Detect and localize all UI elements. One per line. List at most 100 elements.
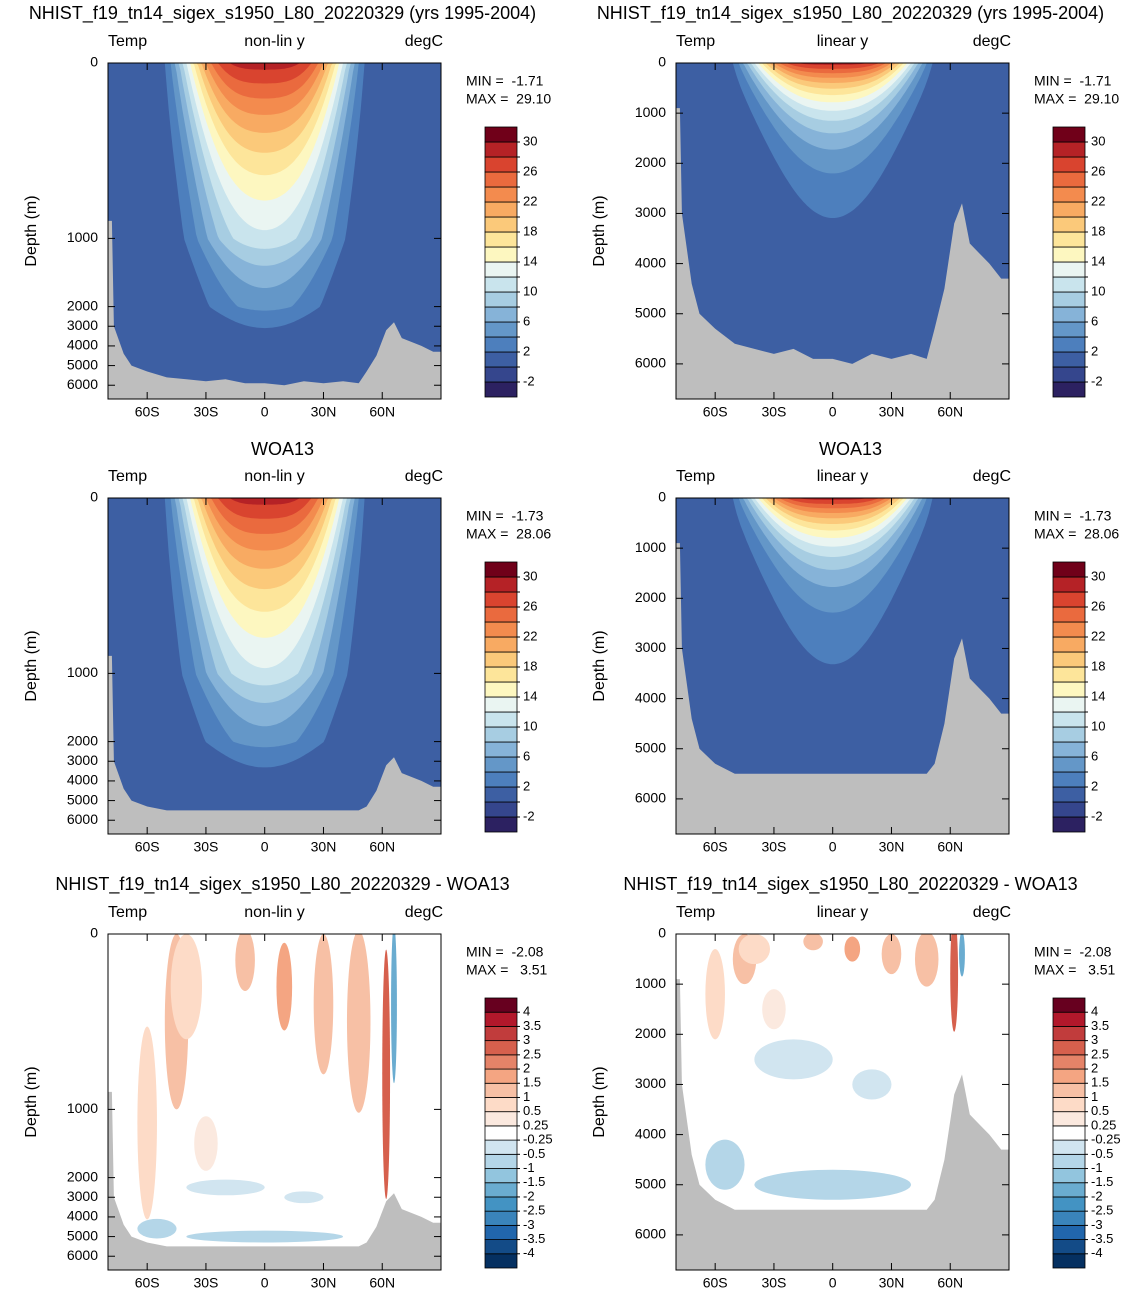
y-tick-label: 4000 [67, 772, 98, 788]
field-band [108, 498, 441, 519]
x-tick-label: 30S [193, 839, 218, 855]
field-band [108, 63, 441, 70]
colorbar-label: -3 [523, 1217, 535, 1232]
y-tick-label: 6000 [635, 1226, 666, 1242]
colorbar-label: 2.5 [1091, 1046, 1109, 1061]
colorbar-box [1052, 756, 1086, 773]
colorbar-label: -4 [523, 1245, 535, 1260]
colorbar-box [1052, 741, 1086, 758]
colorbar-box [1052, 1054, 1086, 1070]
colorbar-box [484, 186, 518, 203]
field-anomaly [137, 1218, 177, 1239]
field-band [108, 63, 441, 84]
colorbar-label: 2 [1091, 778, 1098, 793]
colorbar-box [484, 561, 518, 578]
y-tick-label: 1000 [635, 975, 666, 991]
y-tick-label: 0 [658, 489, 666, 505]
chart-title: WOA13 [251, 439, 314, 459]
chart-title: NHIST_f19_tn14_sigex_s1950_L80_20220329 … [55, 874, 509, 895]
colorbar-box [484, 756, 518, 773]
colorbar-box [1052, 141, 1086, 158]
colorbar-box [1052, 231, 1086, 248]
field-anomaly [705, 949, 725, 1040]
y-tick-label: 0 [90, 489, 98, 505]
subtitle-left: Temp [676, 468, 715, 485]
x-tick-label: 30N [311, 404, 337, 420]
field-anomaly [803, 934, 823, 951]
subtitle-center: linear y [817, 33, 869, 50]
colorbar-label: 0.25 [1091, 1117, 1116, 1132]
chart-title: NHIST_f19_tn14_sigex_s1950_L80_20220329 … [623, 874, 1077, 895]
colorbar-label: 30 [523, 568, 537, 583]
colorbar-box [1052, 666, 1086, 683]
colorbar-box [1052, 1011, 1086, 1027]
x-tick-label: 0 [829, 404, 837, 420]
colorbar-box [484, 1026, 518, 1042]
subtitle-left: Temp [676, 904, 715, 921]
x-tick-label: 30S [761, 1275, 786, 1291]
colorbar-label: 22 [523, 193, 537, 208]
colorbar-label: 10 [1091, 283, 1105, 298]
y-axis-label: Depth (m) [23, 195, 40, 266]
colorbar-label: 26 [523, 598, 537, 613]
subtitle-right: degC [405, 33, 443, 50]
colorbar-label: 14 [1091, 253, 1105, 268]
colorbar-box [1052, 1168, 1086, 1184]
colorbar-label: 18 [1091, 658, 1105, 673]
x-tick-label: 60S [135, 839, 160, 855]
field-anomaly [950, 934, 959, 1032]
chart-title: WOA13 [819, 439, 882, 459]
colorbar-box [1052, 1139, 1086, 1155]
annotation: MIN = -2.08 [466, 944, 544, 960]
colorbar-box [484, 816, 518, 833]
colorbar-box [1052, 1125, 1086, 1141]
x-tick-label: 60N [937, 839, 963, 855]
colorbar-box [1052, 336, 1086, 353]
y-tick-label: 2000 [635, 154, 666, 170]
field-anomaly [844, 936, 861, 962]
colorbar-box [484, 126, 518, 143]
subtitle-right: degC [405, 468, 443, 485]
colorbar-box [1052, 246, 1086, 263]
colorbar-label: 0.25 [523, 1117, 548, 1132]
colorbar-box [484, 696, 518, 713]
y-tick-label: 3000 [67, 1188, 98, 1204]
colorbar-box [484, 786, 518, 803]
y-tick-label: 6000 [635, 355, 666, 371]
y-tick-label: 1000 [67, 1100, 98, 1116]
y-tick-label: 6000 [635, 790, 666, 806]
colorbar-box [1052, 606, 1086, 623]
y-tick-label: 5000 [635, 739, 666, 755]
field-anomaly [754, 1169, 912, 1200]
x-tick-label: 30S [193, 404, 218, 420]
colorbar-box [1052, 291, 1086, 308]
subtitle-center: non-lin y [244, 468, 304, 485]
colorbar-label: 2 [523, 778, 530, 793]
colorbar-box [1052, 816, 1086, 833]
field-anomaly [754, 1039, 833, 1080]
colorbar-box [1052, 216, 1086, 233]
colorbar-label: -2 [523, 373, 535, 388]
colorbar-box [1052, 621, 1086, 638]
colorbar-label: 22 [1091, 628, 1105, 643]
colorbar-label: 26 [1091, 163, 1105, 178]
colorbar-box [1052, 1111, 1086, 1127]
y-tick-label: 2000 [635, 1025, 666, 1041]
colorbar-box [1052, 771, 1086, 788]
colorbar-box [484, 801, 518, 818]
colorbar-box [1052, 261, 1086, 278]
colorbar-label: -1.5 [1091, 1174, 1113, 1189]
colorbar-box [484, 741, 518, 758]
colorbar-box [484, 171, 518, 188]
subtitle-left: Temp [108, 33, 147, 50]
y-tick-label: 0 [658, 925, 666, 941]
x-tick-label: 30N [879, 1275, 905, 1291]
subtitle-center: non-lin y [244, 904, 304, 921]
colorbar-box [484, 651, 518, 668]
colorbar-label: 14 [523, 688, 537, 703]
colorbar-box [484, 216, 518, 233]
colorbar-box [484, 1097, 518, 1113]
panel: NHIST_f19_tn14_sigex_s1950_L80_20220329 … [23, 874, 552, 1291]
colorbar-box [484, 291, 518, 308]
colorbar-box [484, 1040, 518, 1056]
